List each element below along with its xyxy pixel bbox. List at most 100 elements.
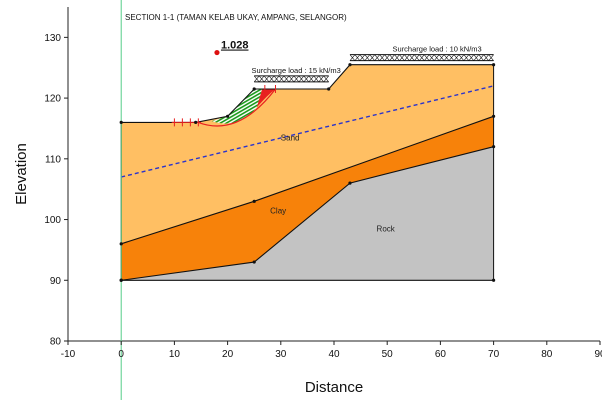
y-axis-ticks: 80 90 100 110 120 130 xyxy=(44,33,68,348)
x-tick-label: 20 xyxy=(222,349,234,360)
slip-entry-marks xyxy=(171,84,276,127)
surcharge-hatch xyxy=(374,54,380,61)
surcharge-hatch xyxy=(268,75,275,83)
surcharge-hatch xyxy=(308,75,315,83)
surcharge-hatch xyxy=(258,75,265,83)
y-tick-label: 110 xyxy=(45,154,61,165)
sand-layer xyxy=(121,64,494,244)
surcharge-hatch xyxy=(313,75,319,83)
surcharge-hatch xyxy=(448,54,455,61)
surcharge-hatch xyxy=(478,54,484,61)
boundary-node xyxy=(119,120,123,124)
critical-slip-red-zone xyxy=(256,88,276,108)
surcharge-hatch xyxy=(473,54,479,61)
surcharge-label-2: Surcharge load : 10 kN/m3 xyxy=(393,45,482,54)
surcharge-label-1: Surcharge load : 15 kN/m3 xyxy=(252,66,341,75)
surcharge-hatch xyxy=(369,54,375,61)
surcharge-hatch xyxy=(488,54,494,61)
x-tick-label: 50 xyxy=(382,349,394,360)
surcharge-hatch xyxy=(453,54,460,61)
boundary-node xyxy=(119,278,123,282)
surcharge-hatch xyxy=(394,54,400,61)
surcharge-hatch xyxy=(359,54,366,61)
surcharge-hatch xyxy=(298,75,305,83)
y-tick-label: 100 xyxy=(44,215,61,226)
boundary-node xyxy=(226,114,230,118)
surcharge-hatch xyxy=(414,54,420,61)
y-tick-label: 80 xyxy=(50,337,62,348)
x-tick-label: 40 xyxy=(328,349,340,360)
x-tick-label: -10 xyxy=(61,349,76,360)
surcharge-hatch xyxy=(318,75,324,83)
y-tick-label: 130 xyxy=(44,33,61,44)
surcharge-hatch xyxy=(354,54,361,61)
water-table-line xyxy=(121,85,494,178)
y-axis-label: Elevation xyxy=(13,143,30,205)
surcharge-hatch xyxy=(263,75,270,83)
surcharge-hatch xyxy=(323,75,329,83)
surcharge-hatch xyxy=(483,54,489,61)
critical-slip-mass xyxy=(211,88,263,124)
surcharge-hatch xyxy=(419,54,425,61)
boundary-node xyxy=(492,114,496,118)
factor-of-safety-label: 1.028 xyxy=(221,40,249,52)
boundary-node xyxy=(194,120,198,124)
surcharge-hatch xyxy=(438,54,445,61)
surcharge-hatch xyxy=(433,54,440,61)
boundary-node xyxy=(252,260,256,264)
surcharge-hatch xyxy=(399,54,405,61)
surcharge-hatch xyxy=(273,75,280,83)
surcharge-hatch xyxy=(463,54,470,61)
surcharge-hatch xyxy=(404,54,410,61)
surcharge-hatch xyxy=(384,54,390,61)
x-tick-label: 10 xyxy=(169,349,181,360)
surcharge-hatch xyxy=(253,75,260,83)
sand-layer-label: Sand xyxy=(281,134,300,143)
surcharge-hatch xyxy=(468,54,475,61)
surcharge-hatch xyxy=(409,54,415,61)
surcharge-hatch xyxy=(278,75,285,83)
rock-layer-label: Rock xyxy=(377,225,396,234)
surcharge-load-2 xyxy=(349,54,494,62)
surcharge-hatch xyxy=(303,75,310,83)
x-tick-label: 60 xyxy=(435,349,447,360)
critical-slip-surface xyxy=(198,88,276,127)
x-tick-label: 0 xyxy=(118,349,124,360)
x-tick-label: 70 xyxy=(488,349,500,360)
surcharge-hatch xyxy=(458,54,465,61)
boundary-node xyxy=(252,199,256,203)
boundary-node xyxy=(492,145,496,149)
x-axis-ticks: -10 0 10 20 30 40 50 60 70 80 90 xyxy=(61,341,602,360)
boundary-node xyxy=(252,87,256,91)
x-tick-label: 80 xyxy=(541,349,553,360)
clay-layer xyxy=(121,116,494,281)
x-axis-label: Distance xyxy=(305,379,363,396)
boundary-node xyxy=(348,63,352,67)
surcharge-hatch xyxy=(424,54,430,61)
boundary-nodes xyxy=(119,63,496,282)
surcharge-hatch xyxy=(389,54,395,61)
y-tick-label: 120 xyxy=(44,94,61,105)
y-tick-label: 90 xyxy=(50,276,62,287)
surcharge-hatch xyxy=(443,54,450,61)
surcharge-hatch xyxy=(379,54,385,61)
boundary-node xyxy=(492,63,496,67)
surcharge-hatch xyxy=(428,54,435,61)
surcharge-hatch xyxy=(293,75,300,83)
surcharge-hatch xyxy=(364,54,371,61)
boundary-node xyxy=(492,278,496,282)
boundary-node xyxy=(327,87,331,91)
surcharge-load-1 xyxy=(253,75,329,83)
clay-layer-label: Clay xyxy=(270,206,286,215)
surcharge-hatch xyxy=(349,54,356,61)
section-title: SECTION 1-1 (TAMAN KELAB UKAY, AMPANG, S… xyxy=(125,13,347,22)
clay-rock-boundary-line xyxy=(121,146,494,281)
slip-center-point xyxy=(214,49,220,56)
x-tick-label: 30 xyxy=(275,349,287,360)
rock-layer xyxy=(121,146,494,281)
surcharge-hatch xyxy=(283,75,290,83)
boundary-node xyxy=(119,242,123,246)
x-tick-label: 90 xyxy=(594,349,602,360)
